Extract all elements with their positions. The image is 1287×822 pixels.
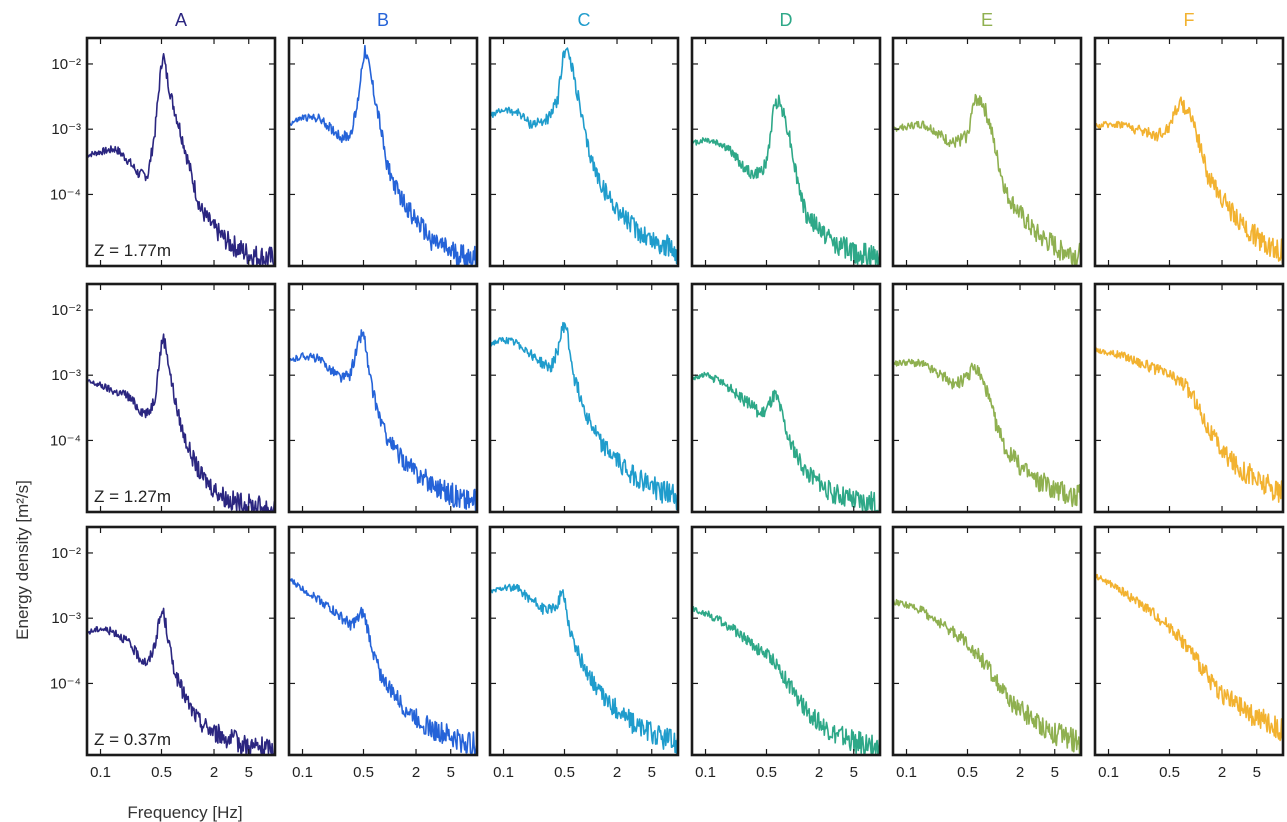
depth-label-row1: Z = 1.77m: [94, 241, 171, 260]
panel-frame-c-row2: [488, 282, 680, 514]
panel-frame-f-row1: [1093, 36, 1285, 268]
spectrum-line-a-row2: [86, 333, 276, 512]
column-label-d: D: [780, 10, 793, 30]
x-tick-label: 2: [1016, 764, 1024, 781]
panel-frame-b-row3: [287, 525, 479, 757]
panel-frame-a-row1: [85, 36, 277, 268]
panel-frame-d-row3: [690, 525, 882, 757]
spectrum-line-e-row2: [892, 358, 1082, 508]
y-tick-label: 10⁻²: [51, 56, 81, 73]
panel-frame-d-row1: [690, 36, 882, 268]
x-axis-title: Frequency [Hz]: [127, 803, 242, 822]
y-tick-label: 10⁻³: [51, 610, 81, 627]
panel-frame-d-row2: [690, 282, 882, 514]
column-label-a: A: [175, 10, 187, 30]
y-tick-label: 10⁻³: [51, 121, 81, 138]
x-tick-label: 0.1: [493, 764, 514, 781]
spectrum-line-a-row3: [86, 607, 276, 755]
x-tick-label: 2: [815, 764, 823, 781]
x-tick-label: 0.1: [1098, 764, 1119, 781]
x-tick-label: 0.1: [896, 764, 917, 781]
panel-frame-e-row3: [891, 525, 1083, 757]
x-tick-label: 2: [613, 764, 621, 781]
panel-frame-c-row1: [488, 36, 680, 268]
y-tick-label: 10⁻⁴: [50, 432, 81, 449]
spectrum-line-a-row1: [86, 53, 276, 266]
x-tick-label: 0.5: [957, 764, 978, 781]
y-tick-label: 10⁻⁴: [50, 186, 81, 203]
spectrum-line-d-row2: [691, 371, 881, 512]
x-tick-label: 5: [447, 764, 455, 781]
x-tick-label: 5: [245, 764, 253, 781]
y-axis-title: Energy density [m²/s]: [13, 480, 32, 640]
x-tick-label: 0.1: [695, 764, 716, 781]
panel-frame-c-row3: [488, 525, 680, 757]
spectrum-line-c-row1: [489, 47, 679, 265]
x-tick-label: 5: [850, 764, 858, 781]
y-tick-label: 10⁻²: [51, 302, 81, 319]
x-tick-label: 2: [1218, 764, 1226, 781]
axes-layer: A B C D E F 10⁻⁴ 10⁻³ 10⁻² Z = 1.77m 10⁻⁴ 10⁻³ 10⁻² Z…: [50, 10, 1285, 781]
column-label-f: F: [1184, 10, 1195, 30]
spectrum-line-f-row1: [1094, 96, 1284, 264]
x-tick-label: 5: [1051, 764, 1059, 781]
panel-frame-b-row2: [287, 282, 479, 514]
x-tick-label: 5: [648, 764, 656, 781]
y-tick-label: 10⁻²: [51, 545, 81, 562]
panel-frame-f-row2: [1093, 282, 1285, 514]
x-tick-label: 0.1: [90, 764, 111, 781]
x-tick-label: 0.5: [151, 764, 172, 781]
spectrum-line-b-row1: [288, 44, 478, 266]
column-label-b: B: [377, 10, 389, 30]
panel-frame-e-row1: [891, 36, 1083, 268]
depth-label-row2: Z = 1.27m: [94, 487, 171, 506]
x-tick-label: 2: [210, 764, 218, 781]
column-label-c: C: [578, 10, 591, 30]
spectrum-line-d-row3: [691, 606, 881, 755]
x-tick-label: 0.5: [1159, 764, 1180, 781]
spectrum-line-b-row3: [288, 576, 478, 755]
x-tick-label: 0.5: [554, 764, 575, 781]
spectrum-line-c-row2: [489, 321, 679, 511]
depth-label-row3: Z = 0.37m: [94, 730, 171, 749]
spectrum-line-d-row1: [691, 94, 881, 266]
x-tick-label: 0.5: [756, 764, 777, 781]
panel-frame-e-row2: [891, 282, 1083, 514]
spectrum-line-e-row1: [892, 93, 1082, 266]
spectrum-line-c-row3: [489, 583, 679, 755]
column-label-e: E: [981, 10, 993, 30]
y-tick-label: 10⁻³: [51, 367, 81, 384]
x-tick-label: 0.1: [292, 764, 313, 781]
y-tick-label: 10⁻⁴: [50, 675, 81, 692]
panel-frame-b-row1: [287, 36, 479, 268]
spectrum-line-f-row3: [1094, 573, 1284, 742]
panel-frame-a-row2: [85, 282, 277, 514]
panel-frame-a-row3: [85, 525, 277, 757]
spectrum-line-e-row3: [892, 598, 1082, 755]
panel-frame-f-row3: [1093, 525, 1285, 757]
x-tick-label: 2: [412, 764, 420, 781]
spectrum-line-f-row2: [1094, 346, 1284, 503]
x-tick-label: 0.5: [353, 764, 374, 781]
x-tick-label: 5: [1253, 764, 1261, 781]
spectrum-line-b-row2: [288, 329, 478, 512]
